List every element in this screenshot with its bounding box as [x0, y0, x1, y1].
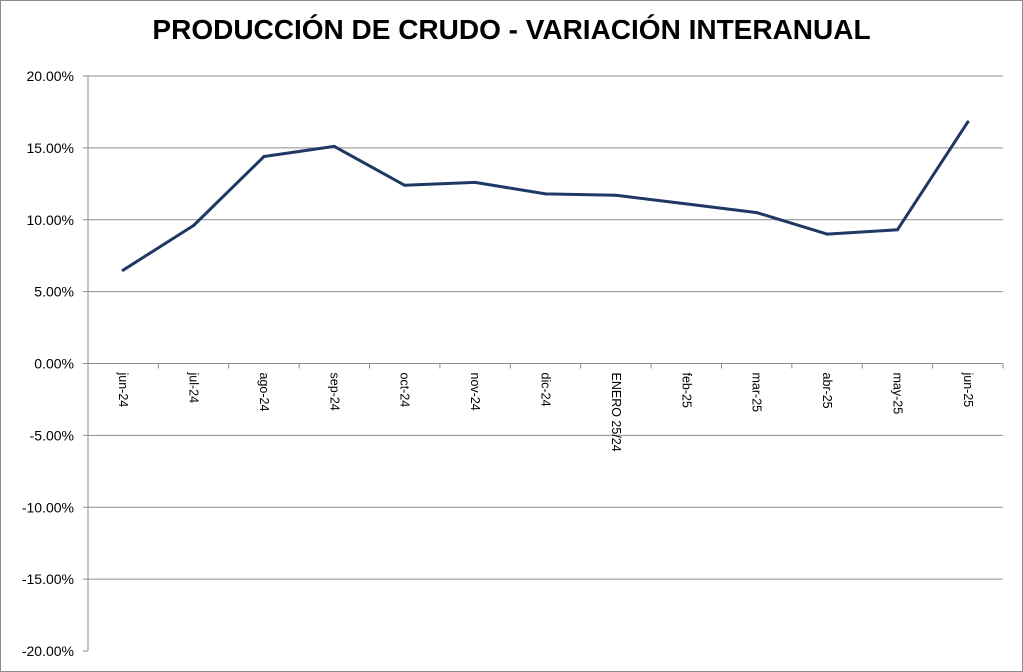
data-point	[332, 144, 336, 148]
data-point	[473, 180, 477, 184]
x-tick-label: jun-25	[961, 372, 975, 408]
series-layer	[121, 120, 970, 272]
y-tick-labels: 20.00% 15.00% 10.00% 5.00% 0.00% -5.00% -10.00…	[22, 68, 74, 659]
axes	[83, 75, 1004, 652]
x-tick-label: nov-24	[468, 373, 482, 411]
y-tick-label: -15.00%	[22, 571, 74, 587]
gridlines	[88, 75, 1003, 580]
data-point	[544, 192, 547, 196]
data-point	[825, 232, 829, 236]
data-point	[966, 120, 970, 124]
y-tick-label: 10.00%	[27, 212, 74, 228]
data-point	[121, 268, 125, 272]
x-tick-label: sep-24	[327, 373, 341, 411]
data-point	[262, 155, 266, 158]
x-tick-label: ago-24	[257, 373, 271, 412]
series-line	[121, 120, 970, 272]
y-tick-label: -20.00%	[22, 643, 74, 659]
data-point	[403, 183, 407, 187]
x-tick-label: jun-24	[116, 372, 130, 408]
y-tick-label: 5.00%	[34, 284, 74, 300]
data-point	[895, 228, 899, 232]
data-point	[684, 202, 688, 206]
x-tick-label: oct-24	[398, 373, 412, 408]
y-tick-label: 0.00%	[34, 356, 74, 372]
x-tick-label: abr-25	[820, 373, 834, 409]
data-point	[614, 193, 618, 197]
chart-title: PRODUCCIÓN DE CRUDO - VARIACIÓN INTERANU…	[152, 14, 871, 45]
x-tick-labels: jun-24 jul-24 ago-24 sep-24 oct-24 nov-24 dic-…	[116, 372, 975, 452]
x-tick-label: feb-25	[679, 373, 693, 408]
x-tick-label: may-25	[890, 373, 904, 415]
x-tick-label: ENERO 25/24	[609, 373, 623, 452]
data-point	[192, 224, 196, 227]
data-point	[755, 211, 759, 215]
y-tick-label: -5.00%	[30, 427, 74, 443]
x-tick-label: mar-25	[750, 373, 764, 413]
y-tick-label: 15.00%	[27, 140, 74, 156]
x-tick-label: dic-24	[539, 373, 553, 407]
y-tick-label: -10.00%	[22, 499, 74, 515]
x-tick-label: jul-24	[187, 372, 201, 404]
y-tick-label: 20.00%	[27, 68, 74, 84]
